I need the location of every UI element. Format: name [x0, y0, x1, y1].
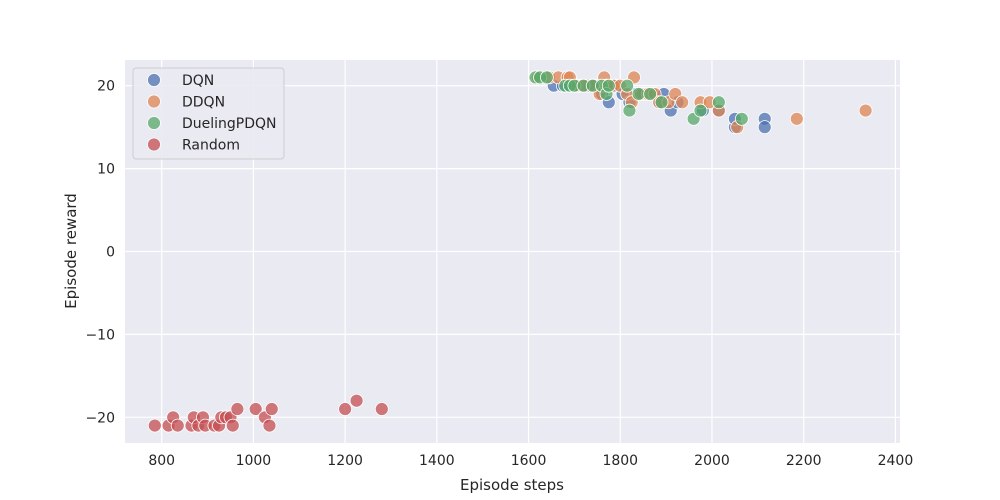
legend-marker — [147, 137, 161, 152]
x-tick-label: 1400 — [419, 453, 455, 469]
data-point — [631, 87, 646, 101]
x-tick-label: 1200 — [327, 453, 363, 469]
data-point — [225, 418, 240, 433]
data-point — [675, 95, 690, 110]
data-point — [601, 78, 616, 93]
data-points — [147, 70, 873, 433]
legend-label: Random — [182, 138, 240, 154]
legend-item: Random — [147, 137, 240, 154]
legend-label: DDQN — [182, 95, 225, 111]
legend-label: DQN — [182, 73, 214, 89]
data-point — [622, 103, 637, 118]
data-point — [620, 78, 635, 93]
legend-item: DQN — [147, 73, 214, 89]
y-tick-label: 10 — [97, 162, 115, 178]
y-tick-labels: −20 −10 0 10 20 — [85, 79, 115, 427]
y-tick-label: −20 — [85, 410, 115, 426]
data-point — [248, 402, 263, 416]
data-point — [734, 111, 749, 126]
data-point — [230, 402, 245, 416]
data-point — [147, 418, 162, 433]
y-tick-label: 0 — [106, 245, 115, 261]
legend-item: DuelingPDQN — [147, 116, 277, 132]
data-point — [539, 70, 554, 85]
y-axis-label: Episode reward — [62, 193, 80, 309]
legend: DQN DDQN DuelingPDQN Random — [132, 67, 285, 160]
data-point — [264, 402, 279, 416]
data-point — [654, 95, 669, 110]
series-random — [147, 393, 389, 433]
legend-marker — [147, 94, 161, 109]
x-tick-label: 1800 — [602, 453, 638, 469]
data-point — [693, 103, 708, 118]
x-tick-labels: 800 1000 1200 1400 1600 1800 2000 2200 2400 — [148, 453, 913, 469]
x-tick-label: 1600 — [511, 453, 547, 469]
x-tick-label: 2400 — [878, 453, 914, 469]
legend-label: DuelingPDQN — [182, 116, 277, 132]
legend-item: DDQN — [147, 94, 225, 111]
data-point — [757, 120, 772, 135]
x-tick-label: 2200 — [786, 453, 822, 469]
x-tick-label: 800 — [148, 453, 175, 469]
data-point — [789, 111, 804, 126]
x-tick-label: 2000 — [694, 453, 730, 469]
y-tick-label: 20 — [97, 79, 115, 95]
legend-marker — [147, 73, 161, 87]
data-point — [349, 393, 364, 408]
legend-marker — [147, 116, 161, 130]
series-duelingpdqn — [528, 70, 749, 126]
data-point — [711, 95, 726, 110]
data-point — [643, 87, 657, 101]
data-point — [374, 402, 389, 416]
x-tick-label: 1000 — [236, 453, 272, 469]
data-point — [170, 418, 185, 433]
data-point — [858, 103, 873, 118]
data-point — [338, 402, 353, 416]
legend-box — [132, 67, 285, 160]
data-point — [262, 418, 277, 433]
y-tick-label: −10 — [85, 327, 115, 343]
grid — [125, 60, 900, 443]
x-axis-label: Episode steps — [460, 476, 564, 494]
